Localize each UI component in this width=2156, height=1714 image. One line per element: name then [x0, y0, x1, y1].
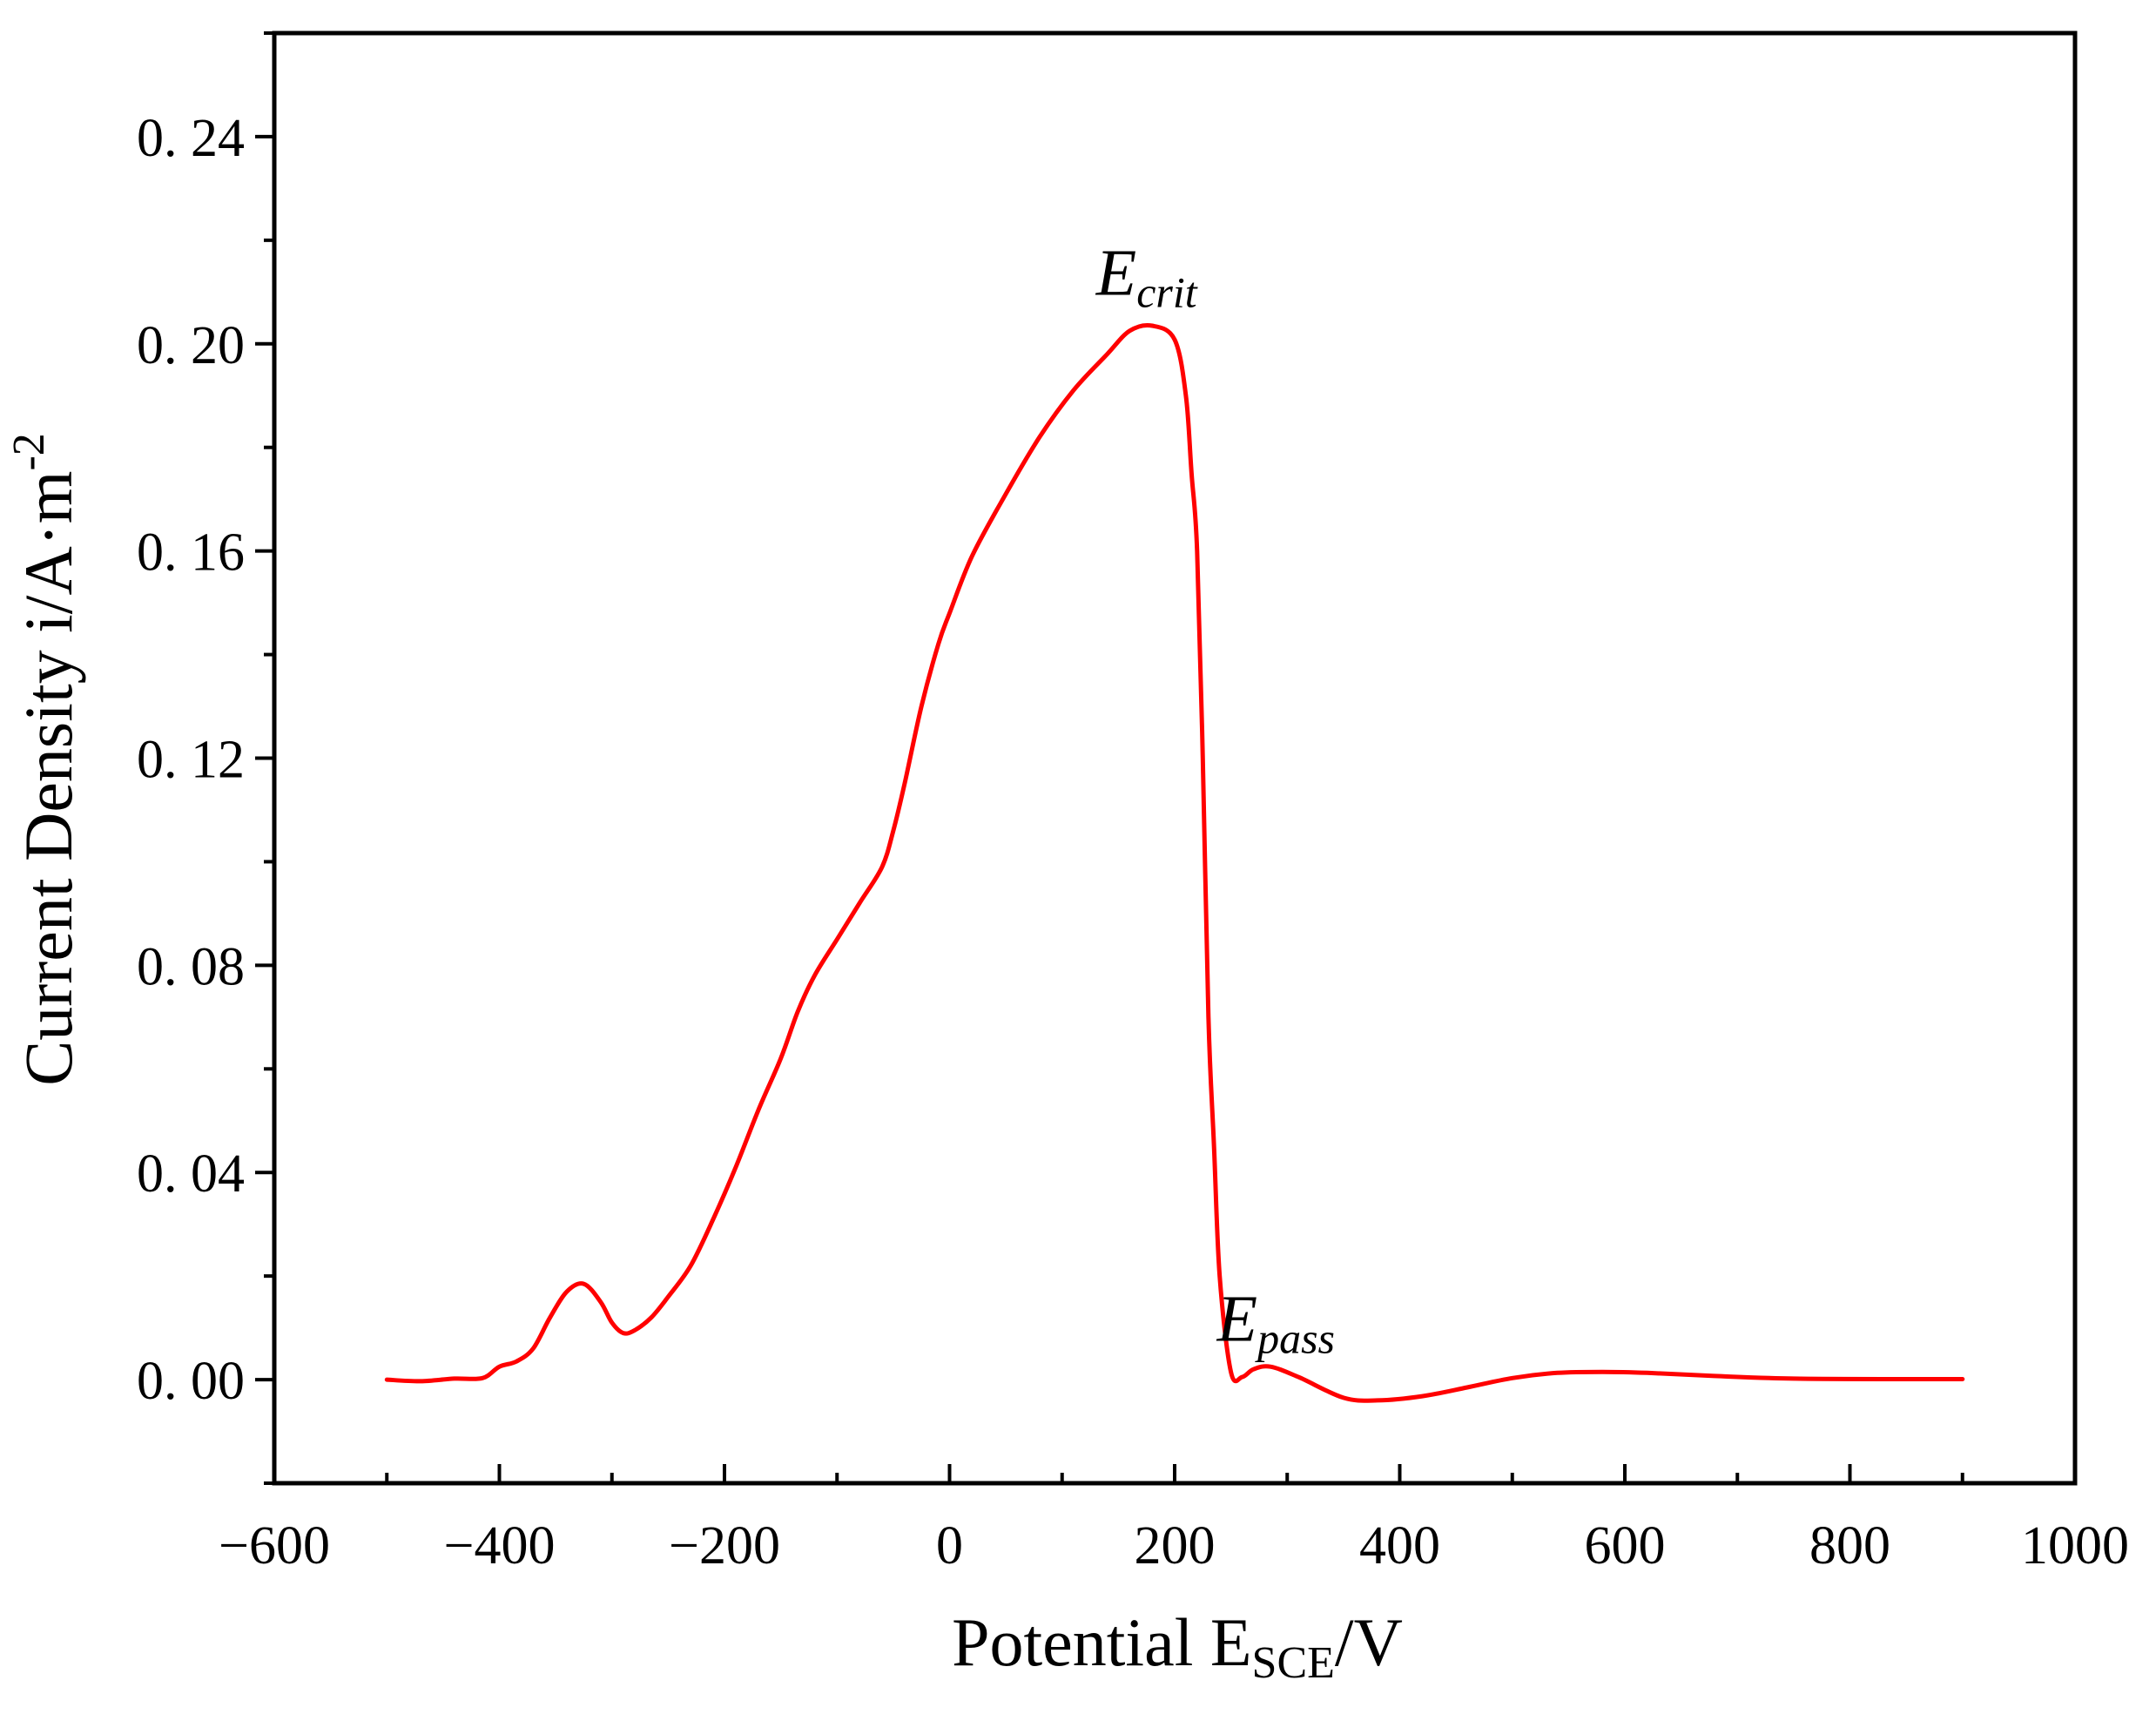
y-tick-label: 0. 00	[137, 1352, 245, 1411]
x-tick-label: 800	[1809, 1516, 1890, 1576]
y-tick-label: 0. 12	[137, 731, 245, 790]
x-tick-label: 1000	[2021, 1516, 2129, 1576]
series-line	[384, 322, 1965, 1403]
x-tick-label: −600	[219, 1516, 330, 1576]
y-tick-label: 0. 20	[137, 316, 245, 375]
y-tick-label: 0. 04	[137, 1144, 245, 1204]
y-axis-label-sup: -2	[4, 433, 54, 470]
y-tick-label: 0. 24	[137, 109, 245, 168]
plot-frame	[272, 30, 2078, 1486]
x-tick-label: 600	[1585, 1516, 1666, 1576]
x-axis-label-sub: SCE	[1252, 1638, 1335, 1688]
y-axis-label-main: Current Density i/A·m	[10, 471, 86, 1086]
x-axis-label-main: Potential E	[952, 1604, 1251, 1680]
y-tick-label: 0. 08	[137, 937, 245, 996]
annotation-ecrit: Ecrit	[1095, 236, 1198, 316]
annotation-epass: Epass	[1216, 1282, 1335, 1362]
x-tick-label: 200	[1135, 1516, 1216, 1576]
y-axis-label: Current Density i/A·m-2	[4, 433, 86, 1086]
x-tick-label: −200	[669, 1516, 780, 1576]
y-tick-label: 0. 16	[137, 523, 245, 583]
axis-tick-labels: −600 −400 −200 0 200 400 600 800 1000 0. 00 0. 04 0…	[137, 109, 2129, 1576]
x-tick-label: 0	[936, 1516, 963, 1576]
x-axis-label: Potential ESCE/V	[952, 1604, 1403, 1688]
x-tick-label: 400	[1359, 1516, 1440, 1576]
curve-annotations: Ecrit Epass	[1095, 236, 1335, 1362]
x-tick-label: −400	[444, 1516, 556, 1576]
x-axis-label-tail: /V	[1335, 1604, 1403, 1680]
